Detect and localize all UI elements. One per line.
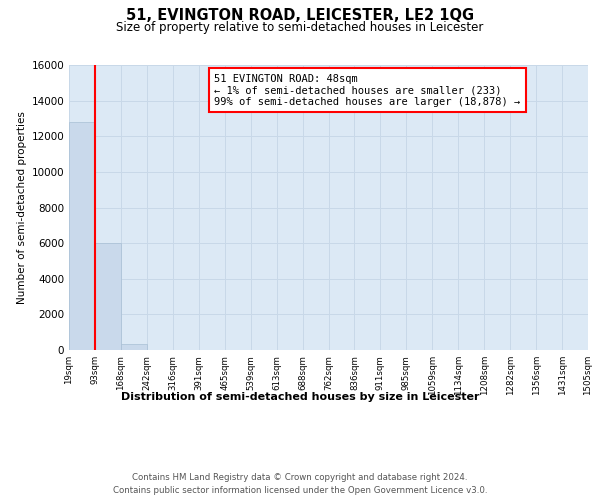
Text: 51, EVINGTON ROAD, LEICESTER, LE2 1QG: 51, EVINGTON ROAD, LEICESTER, LE2 1QG bbox=[126, 8, 474, 22]
Bar bbox=[69, 122, 95, 350]
Text: Size of property relative to semi-detached houses in Leicester: Size of property relative to semi-detach… bbox=[116, 21, 484, 34]
Text: 51 EVINGTON ROAD: 48sqm
← 1% of semi-detached houses are smaller (233)
99% of se: 51 EVINGTON ROAD: 48sqm ← 1% of semi-det… bbox=[214, 74, 521, 107]
Text: Contains HM Land Registry data © Crown copyright and database right 2024.: Contains HM Land Registry data © Crown c… bbox=[132, 472, 468, 482]
Bar bbox=[121, 344, 147, 350]
Bar bbox=[95, 243, 121, 350]
Y-axis label: Number of semi-detached properties: Number of semi-detached properties bbox=[17, 111, 27, 304]
Text: Contains public sector information licensed under the Open Government Licence v3: Contains public sector information licen… bbox=[113, 486, 487, 495]
Text: Distribution of semi-detached houses by size in Leicester: Distribution of semi-detached houses by … bbox=[121, 392, 479, 402]
